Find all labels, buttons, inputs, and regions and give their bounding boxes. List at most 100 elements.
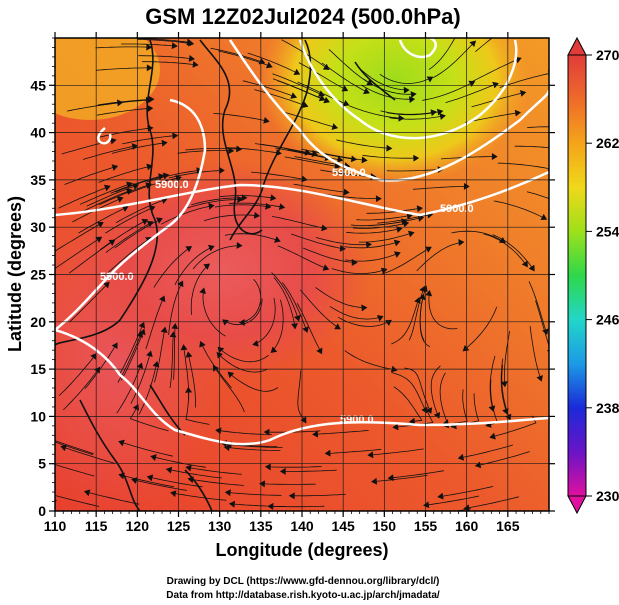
streamline bbox=[300, 289, 341, 330]
streamline-arrowhead bbox=[410, 91, 417, 98]
colorbar-tick-label: 270 bbox=[596, 47, 619, 63]
colorbar-tick-label: 262 bbox=[596, 135, 619, 151]
streamline-arrowhead bbox=[519, 90, 527, 97]
streamline bbox=[273, 277, 296, 329]
streamlines bbox=[45, 38, 549, 511]
streamline bbox=[154, 327, 166, 383]
streamline bbox=[475, 38, 493, 53]
streamline bbox=[95, 99, 152, 107]
y-axis-label: Latitude (degrees) bbox=[5, 196, 25, 352]
streamline-arrowhead bbox=[394, 251, 401, 258]
streamline-arrowhead bbox=[488, 405, 496, 412]
streamline bbox=[212, 365, 245, 413]
streamline bbox=[119, 322, 145, 374]
streamline bbox=[464, 496, 519, 509]
streamline-arrowhead bbox=[171, 42, 178, 50]
y-tick-label: 25 bbox=[30, 267, 46, 283]
streamline-arrowhead bbox=[367, 451, 374, 459]
streamline-arrowhead bbox=[97, 221, 104, 228]
streamline bbox=[63, 367, 101, 411]
streamline bbox=[393, 386, 423, 423]
streamline bbox=[312, 430, 369, 435]
streamline-arrowhead bbox=[542, 328, 549, 336]
streamline bbox=[297, 81, 349, 106]
streamline bbox=[95, 67, 152, 71]
streamline bbox=[121, 43, 178, 47]
streamline bbox=[438, 486, 494, 498]
streamline bbox=[147, 476, 203, 488]
streamline-arrowhead bbox=[288, 492, 295, 500]
streamline bbox=[358, 67, 409, 91]
streamline-arrowhead bbox=[236, 242, 243, 249]
streamline bbox=[173, 323, 176, 380]
streamline bbox=[69, 282, 110, 323]
streamline bbox=[358, 232, 414, 243]
streamline bbox=[367, 217, 424, 226]
streamline-arrowhead bbox=[361, 304, 368, 312]
streamline-arrowhead bbox=[489, 432, 496, 440]
streamline-arrowhead bbox=[152, 360, 160, 368]
streamline-arrowhead bbox=[324, 449, 331, 457]
streamline-arrowhead bbox=[318, 94, 326, 102]
streamline bbox=[82, 145, 138, 160]
x-tick-label: 155 bbox=[414, 518, 438, 534]
streamline bbox=[191, 197, 247, 206]
streamline-arrowhead bbox=[501, 381, 508, 388]
streamline bbox=[408, 286, 425, 341]
streamline bbox=[247, 52, 300, 75]
streamline-arrowhead bbox=[252, 340, 259, 347]
gridlines bbox=[55, 38, 549, 511]
streamline-arrowhead bbox=[375, 195, 382, 203]
streamline bbox=[290, 233, 346, 250]
streamline-arrowhead bbox=[45, 491, 51, 497]
streamline bbox=[190, 263, 210, 315]
streamline bbox=[80, 189, 132, 213]
streamline-arrowhead bbox=[150, 454, 157, 461]
streamline bbox=[254, 89, 308, 107]
colorbar-tick-label: 254 bbox=[596, 223, 619, 239]
contour-label: 5900.0 bbox=[100, 271, 134, 283]
streamline bbox=[105, 206, 155, 234]
streamline-arrowhead bbox=[158, 173, 165, 180]
streamline-arrowhead bbox=[323, 64, 330, 70]
streamline bbox=[423, 495, 480, 506]
streamline bbox=[214, 204, 271, 208]
streamline bbox=[379, 73, 433, 84]
streamline bbox=[96, 107, 153, 116]
streamline bbox=[293, 183, 349, 193]
streamline bbox=[470, 57, 522, 83]
streamline-arrowhead bbox=[377, 315, 384, 322]
streamline-arrowhead bbox=[439, 113, 446, 120]
streamline bbox=[416, 241, 464, 272]
streamline-arrowhead bbox=[159, 295, 166, 303]
streamline bbox=[404, 367, 432, 414]
streamline bbox=[281, 282, 308, 333]
streamline bbox=[275, 147, 331, 159]
streamline-arrowhead bbox=[291, 323, 298, 330]
streamline-arrowhead bbox=[199, 340, 206, 348]
streamline-arrowhead bbox=[185, 464, 192, 472]
streamline-arrowhead bbox=[437, 492, 444, 500]
streamline bbox=[315, 287, 367, 308]
streamline bbox=[325, 193, 381, 199]
streamline bbox=[229, 503, 286, 507]
streamline-arrowhead bbox=[408, 230, 415, 238]
streamline bbox=[145, 296, 165, 350]
streamline-arrowhead bbox=[222, 319, 229, 326]
streamline bbox=[95, 46, 152, 49]
streamline-arrowhead bbox=[253, 212, 261, 219]
x-tick-label: 115 bbox=[85, 518, 108, 534]
streamline-arrowhead bbox=[161, 139, 168, 147]
streamline bbox=[329, 305, 383, 320]
streamline-arrowhead bbox=[111, 342, 118, 349]
streamline bbox=[501, 364, 511, 420]
streamline bbox=[497, 162, 549, 170]
streamline bbox=[283, 111, 338, 129]
streamline-arrowhead bbox=[187, 39, 195, 47]
streamline bbox=[445, 83, 499, 103]
streamline-arrowhead bbox=[351, 259, 358, 266]
streamline-arrowhead bbox=[457, 454, 465, 461]
streamline bbox=[98, 165, 153, 183]
streamline bbox=[131, 479, 187, 491]
y-tick-label: 15 bbox=[30, 361, 46, 377]
